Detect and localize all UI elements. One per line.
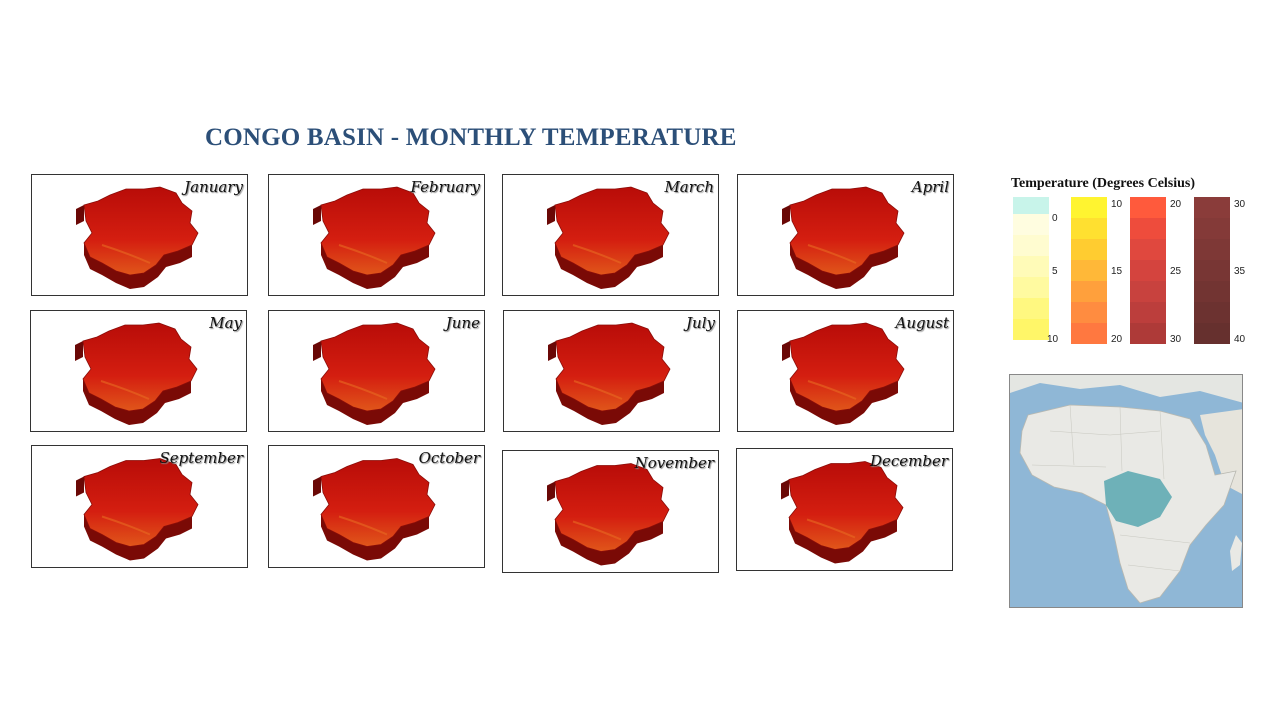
basin-map-july (548, 322, 671, 425)
legend-swatch (1071, 281, 1107, 302)
month-label-june: June (445, 314, 480, 332)
madagascar-land (1230, 535, 1242, 571)
month-label-october: October (418, 449, 480, 467)
legend-swatch (1130, 302, 1166, 323)
legend-title: Temperature (Degrees Celsius) (1011, 176, 1196, 191)
legend-swatch (1194, 260, 1230, 281)
basin-map-january (76, 186, 199, 289)
month-label-march: March (664, 178, 714, 196)
month-panel-november: November (502, 450, 719, 573)
month-panel-october: October (268, 445, 485, 568)
basin-map-june (313, 322, 436, 425)
basin-map-april (782, 186, 905, 289)
legend-swatch (1194, 323, 1230, 344)
month-label-november: November (634, 454, 714, 472)
africa-locator-map (1009, 374, 1243, 608)
month-panel-february: February (268, 174, 485, 296)
page-title: CONGO BASIN - MONTHLY TEMPERATURE (205, 124, 737, 151)
legend-tick-label: 40 (1234, 334, 1246, 345)
legend-bar-2 (1071, 197, 1107, 344)
month-label-february: February (410, 178, 481, 196)
legend-tick-label: 25 (1170, 266, 1182, 277)
legend-swatch (1194, 239, 1230, 260)
month-panel-may: May (30, 310, 247, 432)
legend-swatch (1071, 239, 1107, 260)
legend-tick-label: 35 (1234, 266, 1246, 277)
month-panel-august: August (737, 310, 954, 432)
legend-swatch (1130, 239, 1166, 260)
month-label-may: May (209, 314, 242, 332)
legend-bar-1 (1013, 197, 1049, 340)
locator-map-graphic (1010, 375, 1242, 607)
legend-swatch (1194, 302, 1230, 323)
basin-map-october (313, 458, 436, 561)
legend-swatch (1130, 197, 1166, 218)
legend-swatch (1071, 302, 1107, 323)
month-panel-april: April (737, 174, 954, 296)
legend-tick-label: 5 (1052, 266, 1058, 277)
legend-swatch (1013, 214, 1049, 235)
country-borders (1031, 404, 1191, 572)
legend-bar-4 (1194, 197, 1230, 344)
month-panel-september: September (31, 445, 248, 568)
legend-tick-label: 10 (1111, 199, 1123, 210)
legend-swatch (1013, 298, 1049, 319)
month-label-april: April (911, 178, 949, 196)
legend-swatch (1194, 218, 1230, 239)
basin-map-may (75, 322, 198, 425)
legend-tick-label: 30 (1234, 199, 1246, 210)
basin-map-september (76, 458, 199, 561)
legend-swatch (1013, 277, 1049, 298)
basin-map-november (547, 463, 670, 566)
legend-swatch (1071, 260, 1107, 281)
legend-tick-label: 0 (1052, 213, 1058, 224)
legend-tick-label: 15 (1111, 266, 1123, 277)
legend-swatch (1194, 197, 1230, 218)
legend-swatch (1130, 281, 1166, 302)
month-label-august: August (895, 314, 949, 332)
legend-swatch (1071, 197, 1107, 218)
month-label-december: December (869, 452, 948, 470)
legend-tick-label: 20 (1111, 334, 1123, 345)
legend-bar-3 (1130, 197, 1166, 344)
legend-swatch (1013, 319, 1049, 340)
legend-swatch (1013, 197, 1049, 214)
basin-map-march (547, 186, 670, 289)
legend-swatch (1130, 260, 1166, 281)
legend-tick-label: 20 (1170, 199, 1182, 210)
legend-swatch (1013, 256, 1049, 277)
month-panel-july: July (503, 310, 720, 432)
basin-map-february (313, 186, 436, 289)
month-label-january: January (184, 178, 243, 196)
basin-map-august (782, 322, 905, 425)
europe-land (1010, 375, 1242, 403)
basin-map-december (781, 461, 904, 564)
month-panel-december: December (736, 448, 953, 571)
legend-swatch (1194, 281, 1230, 302)
legend-swatch (1130, 323, 1166, 344)
month-label-september: September (159, 449, 243, 467)
legend-swatch (1071, 218, 1107, 239)
legend-swatch (1071, 323, 1107, 344)
legend-swatch (1013, 235, 1049, 256)
legend-tick-label: 30 (1170, 334, 1182, 345)
legend-tick-label: 10 (1047, 334, 1059, 345)
month-panel-march: March (502, 174, 719, 296)
month-panel-january: January (31, 174, 248, 296)
congo-basin-highlight (1104, 471, 1172, 527)
month-panel-june: June (268, 310, 485, 432)
month-label-july: July (686, 314, 715, 332)
legend-swatch (1130, 218, 1166, 239)
